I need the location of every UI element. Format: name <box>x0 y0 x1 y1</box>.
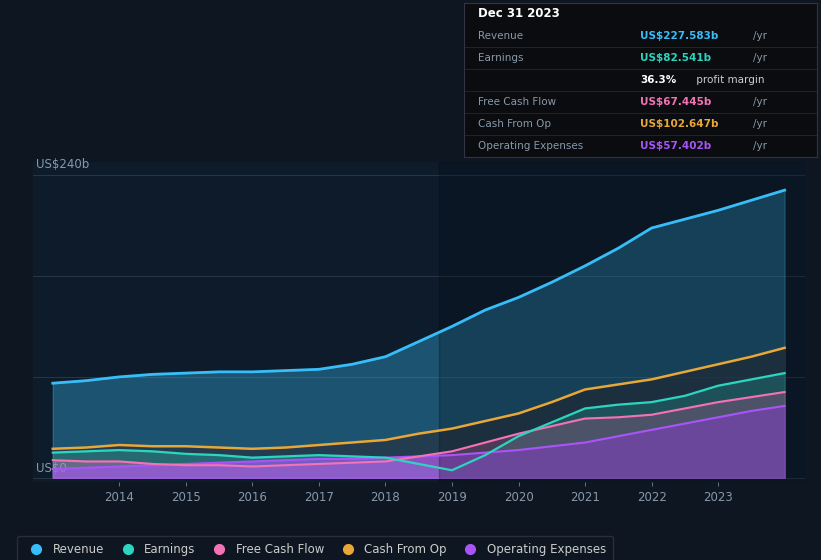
Text: US$240b: US$240b <box>36 158 89 171</box>
Text: Revenue: Revenue <box>478 31 523 41</box>
Text: US$227.583b: US$227.583b <box>640 31 718 41</box>
Text: US$57.402b: US$57.402b <box>640 141 712 151</box>
Text: /yr: /yr <box>754 119 768 129</box>
Text: /yr: /yr <box>754 53 768 63</box>
Text: US$0: US$0 <box>36 463 67 475</box>
Text: 36.3%: 36.3% <box>640 75 677 85</box>
Text: /yr: /yr <box>754 31 768 41</box>
Text: US$102.647b: US$102.647b <box>640 119 719 129</box>
Text: profit margin: profit margin <box>693 75 765 85</box>
Bar <box>438 162 805 482</box>
Text: /yr: /yr <box>754 97 768 107</box>
Text: US$82.541b: US$82.541b <box>640 53 712 63</box>
Text: Earnings: Earnings <box>478 53 524 63</box>
Text: US$67.445b: US$67.445b <box>640 97 712 107</box>
Text: Operating Expenses: Operating Expenses <box>478 141 583 151</box>
Legend: Revenue, Earnings, Free Cash Flow, Cash From Op, Operating Expenses: Revenue, Earnings, Free Cash Flow, Cash … <box>17 536 613 560</box>
Text: /yr: /yr <box>754 141 768 151</box>
Text: Cash From Op: Cash From Op <box>478 119 551 129</box>
Text: Free Cash Flow: Free Cash Flow <box>478 97 556 107</box>
Text: Dec 31 2023: Dec 31 2023 <box>478 7 560 20</box>
